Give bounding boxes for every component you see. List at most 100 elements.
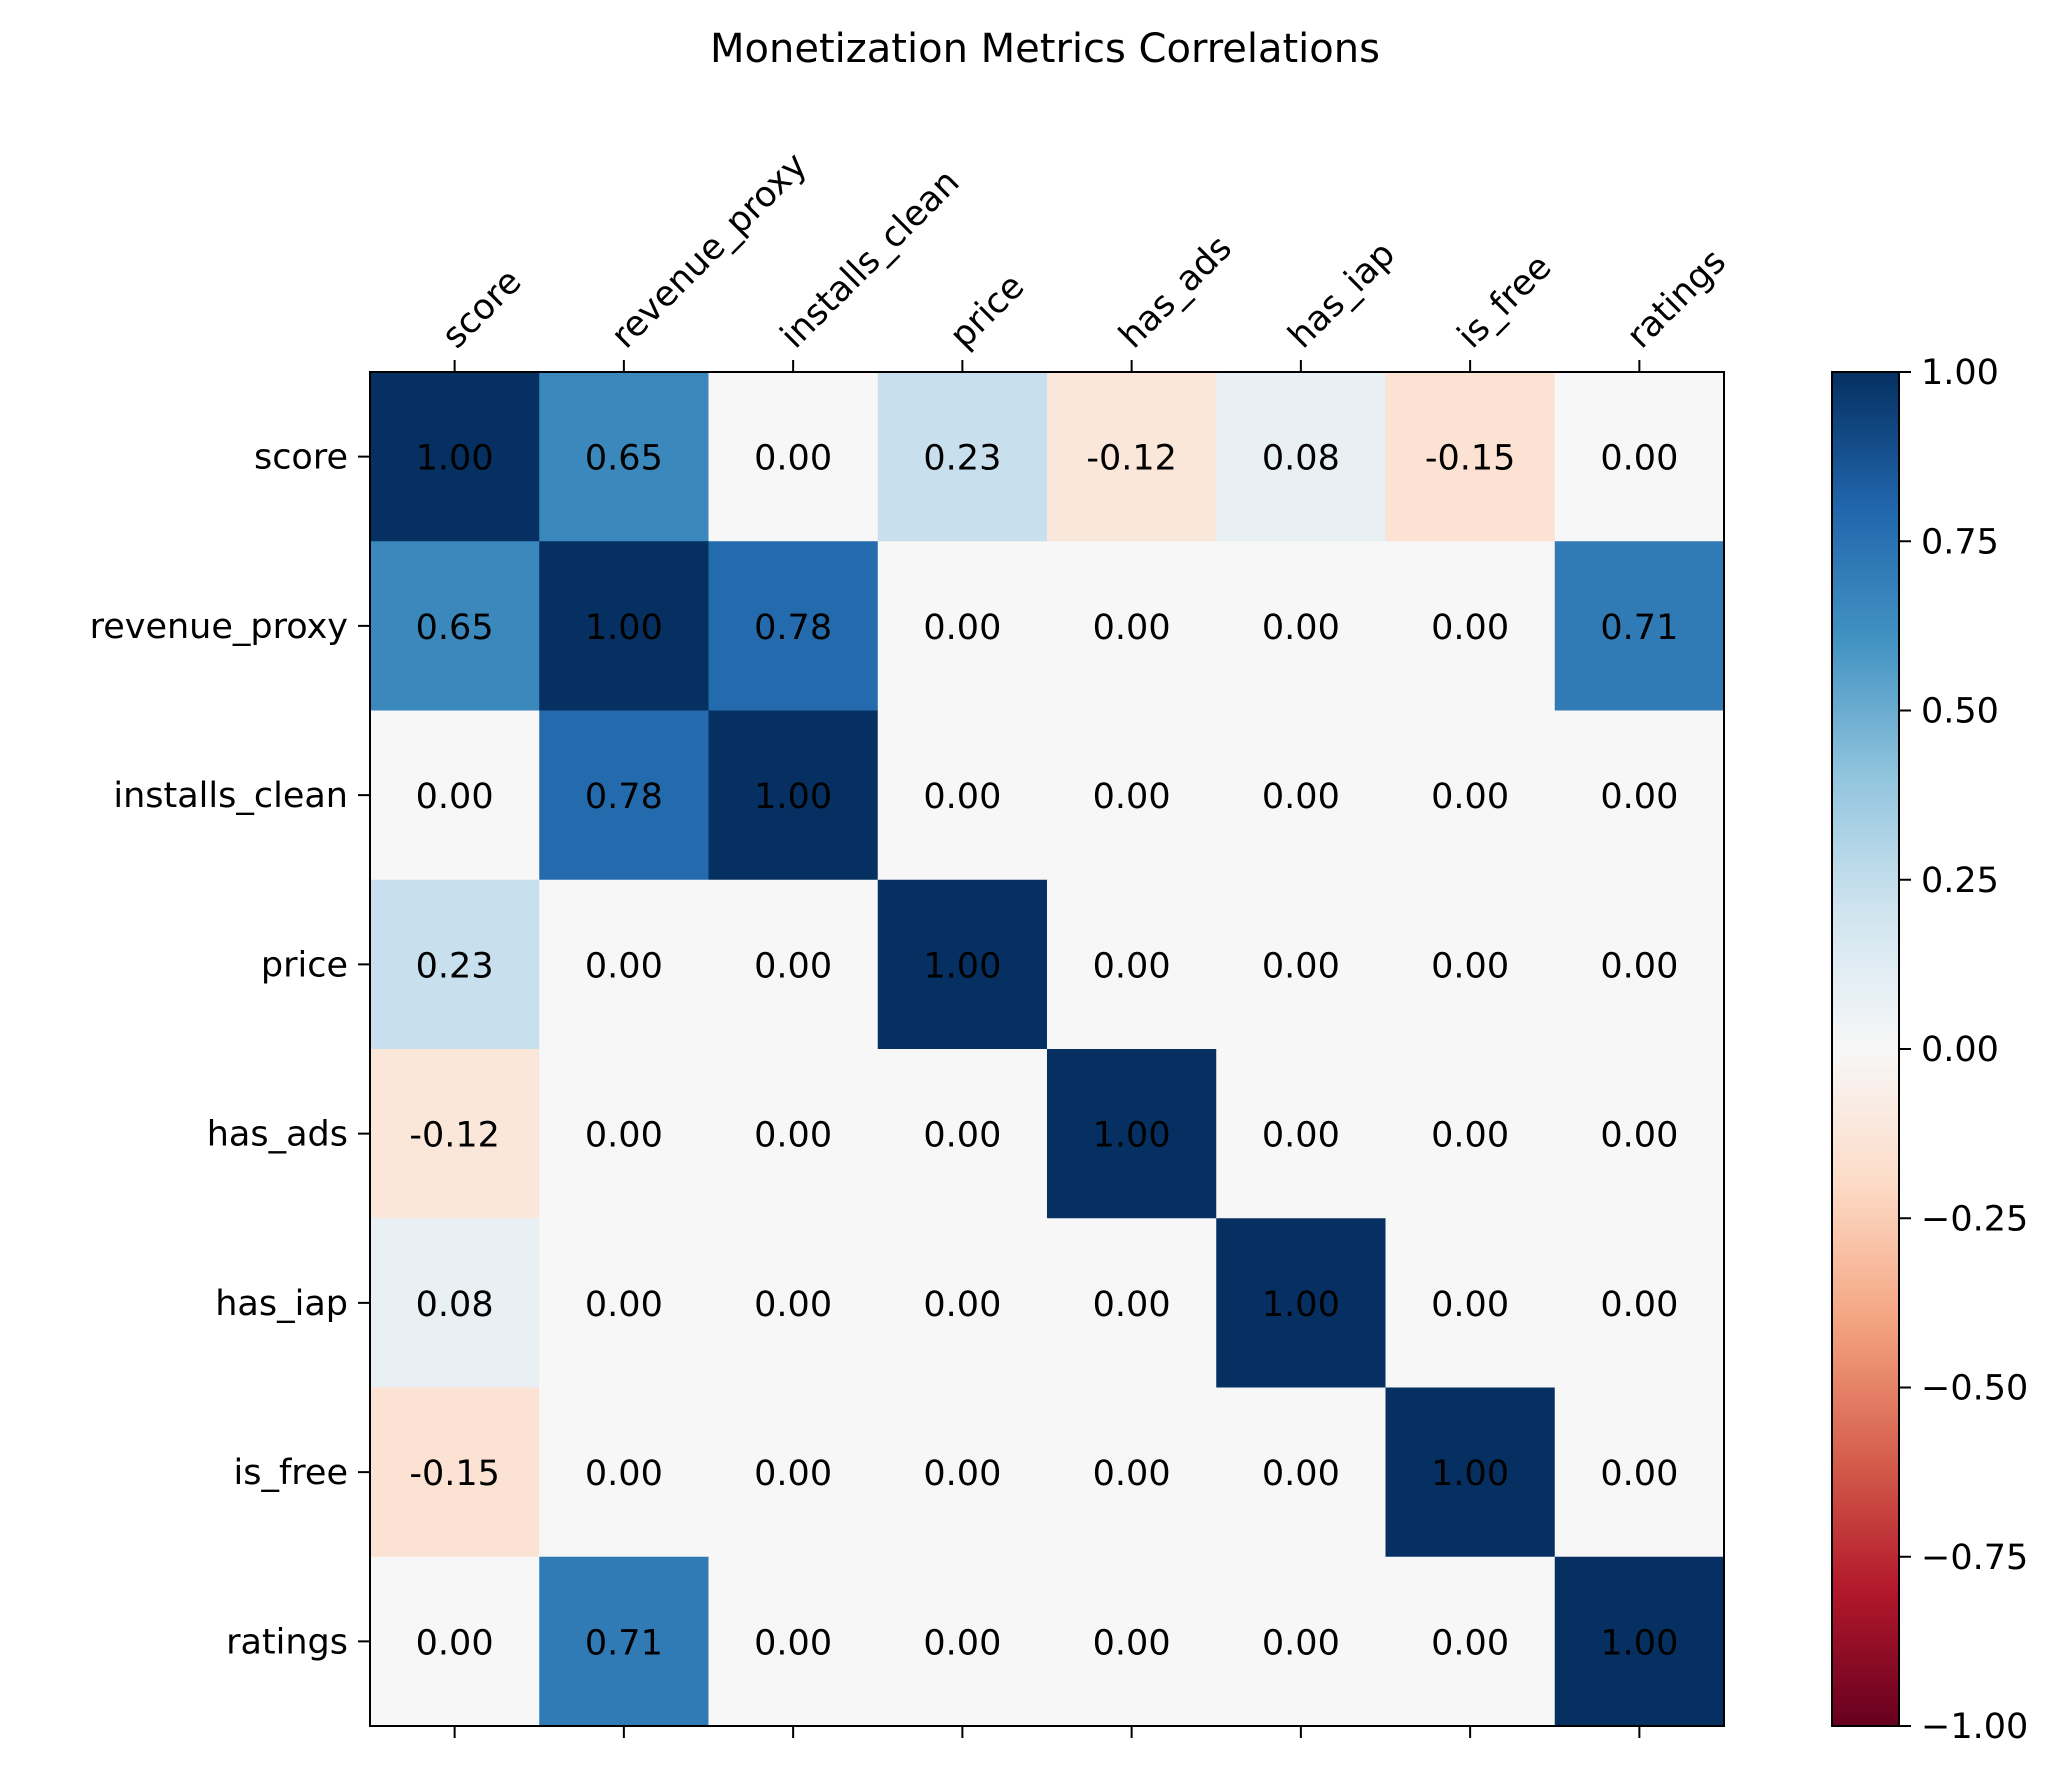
cell-value-label: 0.00 bbox=[1093, 1623, 1171, 1663]
cell-value-label: 0.00 bbox=[923, 1285, 1001, 1325]
heatmap-cell-revenue-proxy-revenue-proxy bbox=[539, 541, 710, 712]
cell-value-label: 1.00 bbox=[1431, 1454, 1509, 1494]
heatmap-cell-is-free-price bbox=[877, 1387, 1048, 1558]
x-tick-label-has-ads: has_ads bbox=[1112, 228, 1240, 356]
heatmap-cell-revenue-proxy-is-free bbox=[1385, 541, 1556, 712]
cell-value-label: 0.78 bbox=[754, 608, 832, 648]
colorbar-tick-label: −0.50 bbox=[1921, 1369, 2028, 1409]
cell-value-label: 0.00 bbox=[1431, 946, 1509, 986]
cell-value-label: 0.23 bbox=[416, 946, 494, 986]
heatmap-cell-price-has-iap bbox=[1216, 879, 1387, 1050]
heatmap-cell-score-has-iap bbox=[1216, 372, 1387, 542]
heatmap-cell-score-installs-clean bbox=[708, 372, 879, 542]
heatmap-cell-revenue-proxy-installs-clean bbox=[708, 541, 879, 712]
heatmap-cell-has-ads-has-ads bbox=[1047, 1049, 1217, 1219]
heatmap-cell-ratings-ratings bbox=[1554, 1556, 1725, 1727]
heatmap-cell-installs-clean-has-iap bbox=[1216, 710, 1387, 881]
cell-value-label: 0.00 bbox=[1262, 608, 1340, 648]
cell-value-label: 1.00 bbox=[585, 608, 663, 648]
heatmap-cell-installs-clean-is-free bbox=[1385, 710, 1556, 881]
cell-value-label: 0.00 bbox=[754, 946, 832, 986]
x-tick-label-is-free: is_free bbox=[1450, 247, 1559, 356]
cell-value-label: 1.00 bbox=[1262, 1285, 1340, 1325]
cell-value-label: 0.00 bbox=[1093, 777, 1171, 817]
heatmap-cell-is-free-ratings bbox=[1554, 1387, 1725, 1558]
heatmap-cell-has-ads-score bbox=[370, 1049, 540, 1219]
heatmap-cell-installs-clean-price bbox=[877, 710, 1048, 881]
y-tick-label-is-free: is_free bbox=[234, 1453, 348, 1493]
heatmap-cell-revenue-proxy-has-ads bbox=[1047, 541, 1217, 712]
colorbar-tick-label: 0.75 bbox=[1921, 522, 1999, 562]
y-tick-label-ratings: ratings bbox=[226, 1622, 348, 1662]
y-tick-label-has-iap: has_iap bbox=[215, 1284, 348, 1324]
cell-value-label: 0.00 bbox=[585, 1285, 663, 1325]
cell-value-label: 0.00 bbox=[1093, 946, 1171, 986]
heatmap-cell-ratings-revenue-proxy bbox=[539, 1556, 710, 1727]
colorbar-ticks: 1.00 0.75 0.50 0.25 0.00 −0.25 −0.50 −0.75 −1.00 bbox=[1899, 353, 2028, 1747]
colorbar: 1.00 0.75 0.50 0.25 0.00 −0.25 −0.50 −0.75 −1.00 bbox=[1831, 353, 2028, 1747]
heatmap-cell-installs-clean-has-ads bbox=[1047, 710, 1217, 881]
cell-value-label: 0.00 bbox=[1262, 1116, 1340, 1156]
cell-value-label: 0.08 bbox=[1262, 439, 1340, 479]
cell-value-label: 0.00 bbox=[1600, 777, 1678, 817]
heatmap-cell-has-iap-is-free bbox=[1385, 1218, 1556, 1389]
cell-value-label: -0.15 bbox=[1425, 439, 1516, 479]
y-tick-label-price: price bbox=[261, 945, 348, 985]
heatmap-cell-has-ads-price bbox=[877, 1049, 1048, 1219]
heatmap-cell-has-iap-score bbox=[370, 1218, 540, 1389]
cell-value-label: 0.00 bbox=[923, 1454, 1001, 1494]
cell-value-label: 0.00 bbox=[585, 1116, 663, 1156]
heatmap-cell-has-ads-installs-clean bbox=[708, 1049, 879, 1219]
heatmap-cell-revenue-proxy-has-iap bbox=[1216, 541, 1387, 712]
cell-value-label: 0.00 bbox=[754, 1116, 832, 1156]
heatmap-cell-revenue-proxy-price bbox=[877, 541, 1048, 712]
heatmap-cell-score-revenue-proxy bbox=[539, 372, 710, 542]
cell-value-label: 0.00 bbox=[923, 1116, 1001, 1156]
chart-title: Monetization Metrics Correlations bbox=[710, 26, 1380, 72]
plot-frame bbox=[369, 371, 1725, 1727]
colorbar-tick-label: 0.25 bbox=[1921, 861, 1999, 901]
heatmap-cell-ratings-score bbox=[370, 1556, 540, 1727]
cell-value-label: 0.00 bbox=[1262, 946, 1340, 986]
colorbar-gradient bbox=[1831, 371, 1900, 1727]
heatmap-cell-ratings-has-ads bbox=[1047, 1556, 1217, 1727]
heatmap-cell-installs-clean-score bbox=[370, 710, 540, 881]
heatmap-cell-price-score bbox=[370, 879, 540, 1050]
cell-value-label: 0.00 bbox=[754, 1285, 832, 1325]
cell-value-label: 1.00 bbox=[754, 777, 832, 817]
cell-value-label: -0.12 bbox=[1086, 439, 1177, 479]
x-tick-label-has-iap: has_iap bbox=[1281, 234, 1403, 356]
colorbar-tick-label: −0.25 bbox=[1921, 1199, 2028, 1239]
heatmap-cell-ratings-is-free bbox=[1385, 1556, 1556, 1727]
heatmap-cell-price-revenue-proxy bbox=[539, 879, 710, 1050]
heatmap-cell-is-free-is-free bbox=[1385, 1387, 1556, 1558]
cell-value-label: 0.00 bbox=[416, 777, 494, 817]
heatmap-cell-labels: 1.00 0.65 0.00 0.23 -0.12 0.08 -0.15 0.00 0.65 1.… bbox=[409, 439, 1678, 1664]
cell-value-label: 0.00 bbox=[1262, 1623, 1340, 1663]
cell-value-label: 1.00 bbox=[923, 946, 1001, 986]
heatmap-cell-ratings-installs-clean bbox=[708, 1556, 879, 1727]
y-tick-label-score: score bbox=[254, 438, 348, 478]
colorbar-tick-label: 1.00 bbox=[1921, 353, 1999, 393]
colorbar-tick-label: 0.50 bbox=[1921, 692, 1999, 732]
heatmap-cell-revenue-proxy-ratings bbox=[1554, 541, 1725, 712]
heatmap-cell-has-iap-has-ads bbox=[1047, 1218, 1217, 1389]
cell-value-label: 0.71 bbox=[1600, 608, 1678, 648]
cell-value-label: 0.00 bbox=[923, 1623, 1001, 1663]
heatmap-cell-has-iap-installs-clean bbox=[708, 1218, 879, 1389]
cell-value-label: 0.78 bbox=[585, 777, 663, 817]
heatmap-cell-has-ads-ratings bbox=[1554, 1049, 1725, 1219]
cell-value-label: 0.00 bbox=[754, 1623, 832, 1663]
cell-value-label: 1.00 bbox=[416, 439, 494, 479]
cell-value-label: 0.00 bbox=[923, 608, 1001, 648]
cell-value-label: 0.00 bbox=[1093, 1454, 1171, 1494]
cell-value-label: -0.15 bbox=[409, 1454, 500, 1494]
heatmap-cell-has-iap-ratings bbox=[1554, 1218, 1725, 1389]
cell-value-label: 0.00 bbox=[1431, 1116, 1509, 1156]
heatmap-cell-installs-clean-ratings bbox=[1554, 710, 1725, 881]
heatmap-cell-price-has-ads bbox=[1047, 879, 1217, 1050]
heatmap-cell-price-installs-clean bbox=[708, 879, 879, 1050]
cell-value-label: 0.00 bbox=[1431, 1285, 1509, 1325]
heatmap-cell-revenue-proxy-score bbox=[370, 541, 540, 712]
cell-value-label: 0.00 bbox=[1600, 1285, 1678, 1325]
